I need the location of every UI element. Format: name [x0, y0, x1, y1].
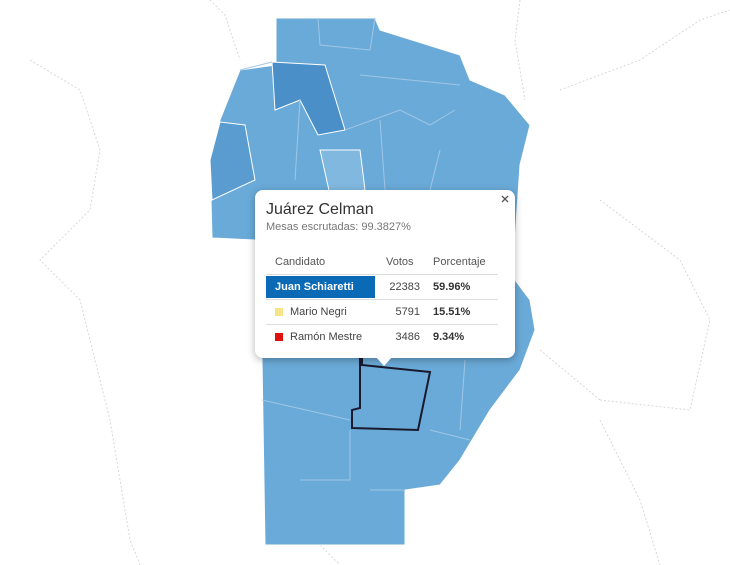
- candidate-name: Juan Schiaretti: [275, 281, 354, 293]
- department-dark: [271, 61, 346, 136]
- popup-title: Juárez Celman: [266, 201, 374, 218]
- popup-subtitle: Mesas escrutadas: 99.3827%: [266, 221, 411, 233]
- selected-department: [351, 358, 432, 432]
- department-borders: [239, 17, 516, 491]
- candidate-name: Ramón Mestre: [290, 331, 363, 343]
- percentage: 9.34%: [433, 331, 465, 343]
- percentage: 15.51%: [433, 306, 471, 318]
- candidate-name: Mario Negri: [290, 306, 347, 318]
- department: [209, 121, 256, 201]
- table-header: Candidato: [275, 256, 326, 268]
- row-separator: [266, 299, 498, 300]
- neighbor-borders: [29, 0, 730, 565]
- percentage: 59.96%: [433, 281, 471, 293]
- swatch: [275, 333, 283, 341]
- row-separator: [266, 274, 498, 275]
- close-button[interactable]: [501, 195, 509, 203]
- table-header: Votos: [386, 256, 414, 268]
- winner-highlight: [266, 276, 375, 298]
- votes: 3486: [395, 331, 420, 343]
- popup: Juárez Celman Mesas escrutadas: 99.3827%…: [255, 190, 515, 366]
- row-separator: [266, 324, 498, 325]
- votes: 5791: [395, 306, 420, 318]
- popup-pointer: [375, 356, 393, 366]
- swatch: [275, 308, 283, 316]
- table-header: Porcentaje: [433, 256, 486, 268]
- votes: 22383: [389, 281, 420, 293]
